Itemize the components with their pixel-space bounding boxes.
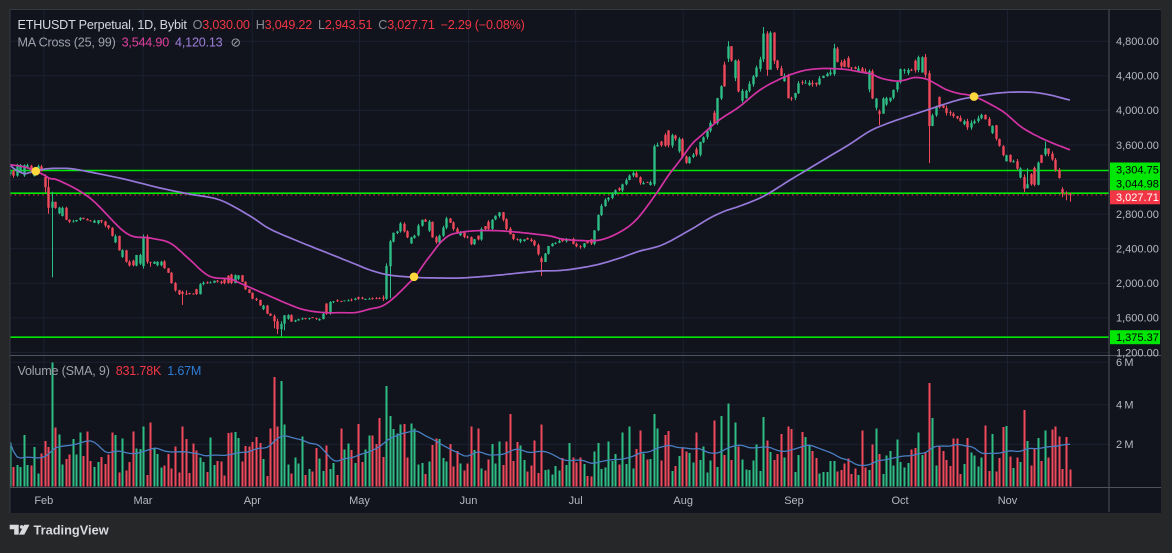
- svg-text:6 M: 6 M: [1116, 357, 1133, 369]
- svg-text:Mar: Mar: [134, 495, 153, 507]
- svg-text:May: May: [349, 495, 370, 507]
- svg-text:Oct: Oct: [891, 495, 908, 507]
- svg-text:Nov: Nov: [998, 495, 1018, 507]
- svg-text:3,304.75: 3,304.75: [1116, 164, 1159, 176]
- svg-text:Jun: Jun: [460, 495, 478, 507]
- svg-text:Jul: Jul: [569, 495, 583, 507]
- svg-text:3,600.00: 3,600.00: [1116, 140, 1159, 152]
- svg-text:4,400.00: 4,400.00: [1116, 71, 1159, 83]
- svg-text:Aug: Aug: [673, 495, 693, 507]
- svg-text:1,200.00: 1,200.00: [1116, 347, 1159, 359]
- svg-text:MA Cross (25, 99)3,544.904,120: MA Cross (25, 99) 3,544.90 4,120.13 ⊘: [18, 36, 241, 50]
- svg-text:2 M: 2 M: [1116, 439, 1133, 451]
- svg-text:TradingView: TradingView: [34, 523, 109, 538]
- svg-text:Sep: Sep: [784, 495, 804, 507]
- svg-text:4,000.00: 4,000.00: [1116, 105, 1159, 117]
- svg-text:3,027.71: 3,027.71: [1116, 192, 1159, 204]
- svg-text:4,800.00: 4,800.00: [1116, 36, 1159, 48]
- svg-text:2,000.00: 2,000.00: [1116, 278, 1159, 290]
- svg-text:2,800.00: 2,800.00: [1116, 209, 1159, 221]
- svg-text:3,044.98: 3,044.98: [1116, 178, 1159, 190]
- svg-text:4 M: 4 M: [1116, 400, 1133, 412]
- svg-text:1,375.37: 1,375.37: [1116, 332, 1159, 344]
- svg-text:1,600.00: 1,600.00: [1116, 313, 1159, 325]
- svg-text:2,400.00: 2,400.00: [1116, 244, 1159, 256]
- svg-text:Feb: Feb: [34, 495, 53, 507]
- svg-text:Apr: Apr: [244, 495, 261, 507]
